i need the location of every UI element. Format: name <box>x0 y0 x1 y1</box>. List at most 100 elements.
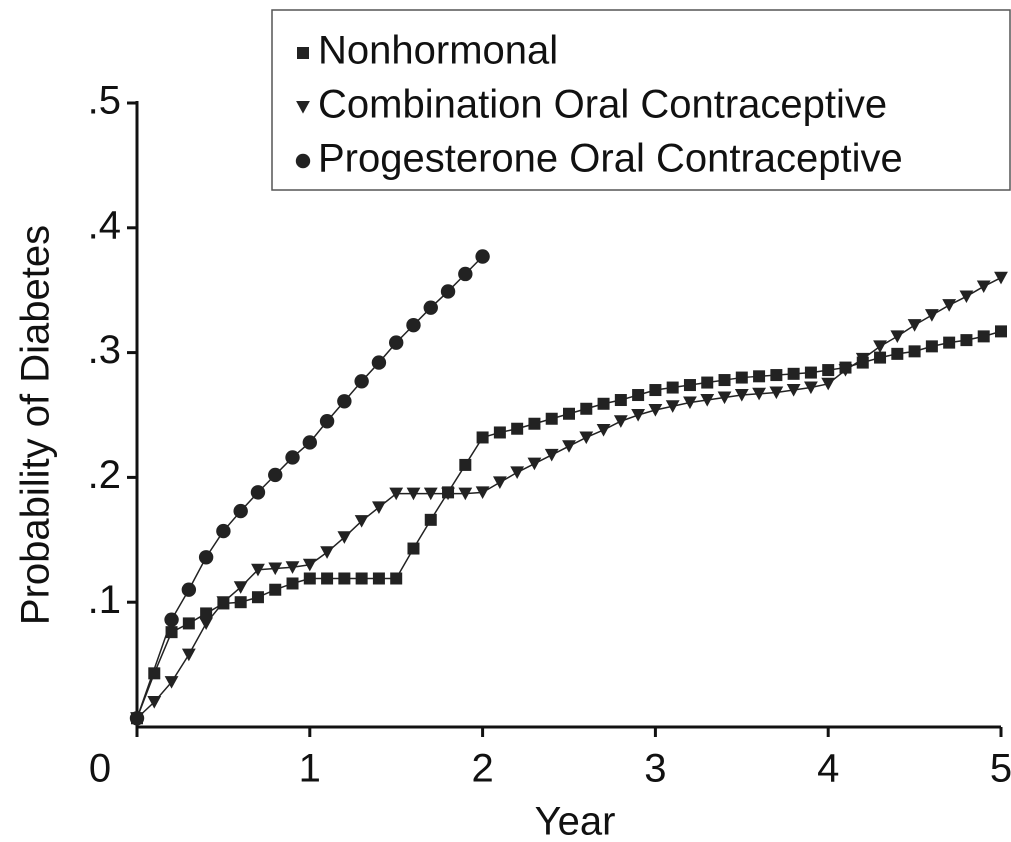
data-point <box>389 487 404 501</box>
data-point <box>286 577 299 590</box>
data-point <box>321 572 334 585</box>
data-point <box>527 457 542 471</box>
data-point <box>234 596 247 609</box>
data-point <box>855 352 870 366</box>
data-point <box>942 299 957 312</box>
data-point <box>458 266 473 282</box>
data-point <box>458 487 473 501</box>
data-point <box>406 487 421 501</box>
data-point <box>665 400 680 413</box>
data-point <box>407 542 420 555</box>
data-point <box>511 422 524 435</box>
data-point <box>423 300 438 315</box>
data-point <box>734 389 749 402</box>
legend-box <box>271 9 1011 191</box>
data-point <box>216 523 231 539</box>
data-point <box>683 379 696 392</box>
data-point <box>476 431 489 444</box>
legend-label: Combination Oral Contraceptive <box>318 83 887 127</box>
data-point <box>269 583 282 596</box>
data-point <box>182 617 195 630</box>
data-point <box>233 581 248 594</box>
data-point <box>718 374 731 387</box>
data-point <box>545 412 558 425</box>
data-point <box>302 558 317 572</box>
data-point <box>251 591 264 604</box>
data-point <box>822 364 835 377</box>
data-point <box>164 612 179 627</box>
data-point <box>613 415 628 428</box>
data-point <box>786 384 801 397</box>
data-point <box>995 325 1007 338</box>
data-point <box>181 648 196 662</box>
data-point <box>544 448 559 462</box>
data-point <box>164 676 179 689</box>
data-point <box>959 290 974 304</box>
data-point <box>250 485 266 500</box>
data-point <box>838 364 853 377</box>
data-point <box>977 330 990 343</box>
data-point <box>181 582 197 597</box>
data-point <box>804 381 818 395</box>
y-tick-label: .2 <box>88 453 121 497</box>
data-point <box>147 696 162 709</box>
data-point <box>891 347 904 360</box>
data-point <box>302 435 317 450</box>
data-point <box>649 384 662 397</box>
data-point <box>198 550 214 565</box>
x-axis-label: Year <box>535 800 616 842</box>
y-tick-label: .1 <box>88 578 121 622</box>
data-point <box>787 367 800 380</box>
data-point <box>355 572 368 585</box>
data-point <box>268 562 283 576</box>
data-point <box>925 340 938 353</box>
x-tick-label: 1 <box>299 747 321 791</box>
data-point <box>390 572 403 585</box>
data-point <box>319 414 335 429</box>
data-point <box>994 271 1008 285</box>
data-point <box>769 386 784 400</box>
data-point <box>493 426 506 439</box>
x-tick-label: 3 <box>644 747 666 791</box>
y-tick-label: .4 <box>88 203 121 247</box>
data-point <box>632 389 645 402</box>
x-tick-label: 4 <box>817 747 839 791</box>
data-point <box>424 513 437 526</box>
data-point <box>821 377 836 391</box>
data-point <box>580 402 593 415</box>
data-point <box>459 458 472 471</box>
series-line <box>136 330 1002 719</box>
data-point <box>338 572 351 585</box>
data-point <box>389 335 404 350</box>
data-point <box>285 561 300 574</box>
data-point <box>268 467 283 483</box>
y-tick-label: .5 <box>88 79 121 123</box>
data-point <box>251 563 265 577</box>
data-point <box>700 394 715 407</box>
data-point <box>562 440 576 453</box>
data-point <box>804 366 817 379</box>
data-point <box>337 531 352 544</box>
data-point <box>510 466 525 480</box>
data-point <box>303 572 316 585</box>
data-point <box>372 572 385 585</box>
data-point <box>873 340 887 353</box>
data-point <box>890 330 905 343</box>
data-point <box>596 423 611 437</box>
data-point <box>976 280 991 294</box>
legend-label: Nonhormonal <box>318 29 558 73</box>
legend-marker <box>296 101 310 114</box>
data-point <box>320 546 334 559</box>
data-point <box>597 397 610 410</box>
legend-marker <box>295 153 311 169</box>
data-point <box>874 351 887 364</box>
data-point <box>233 503 248 519</box>
data-point <box>701 376 714 389</box>
data-point <box>631 409 646 422</box>
y-axis-label: Probability of Diabetes <box>14 225 58 625</box>
x-tick-label: 0 <box>89 747 111 791</box>
data-point <box>770 369 783 382</box>
data-point <box>960 334 973 347</box>
data-point <box>200 607 213 620</box>
data-point <box>735 371 748 384</box>
